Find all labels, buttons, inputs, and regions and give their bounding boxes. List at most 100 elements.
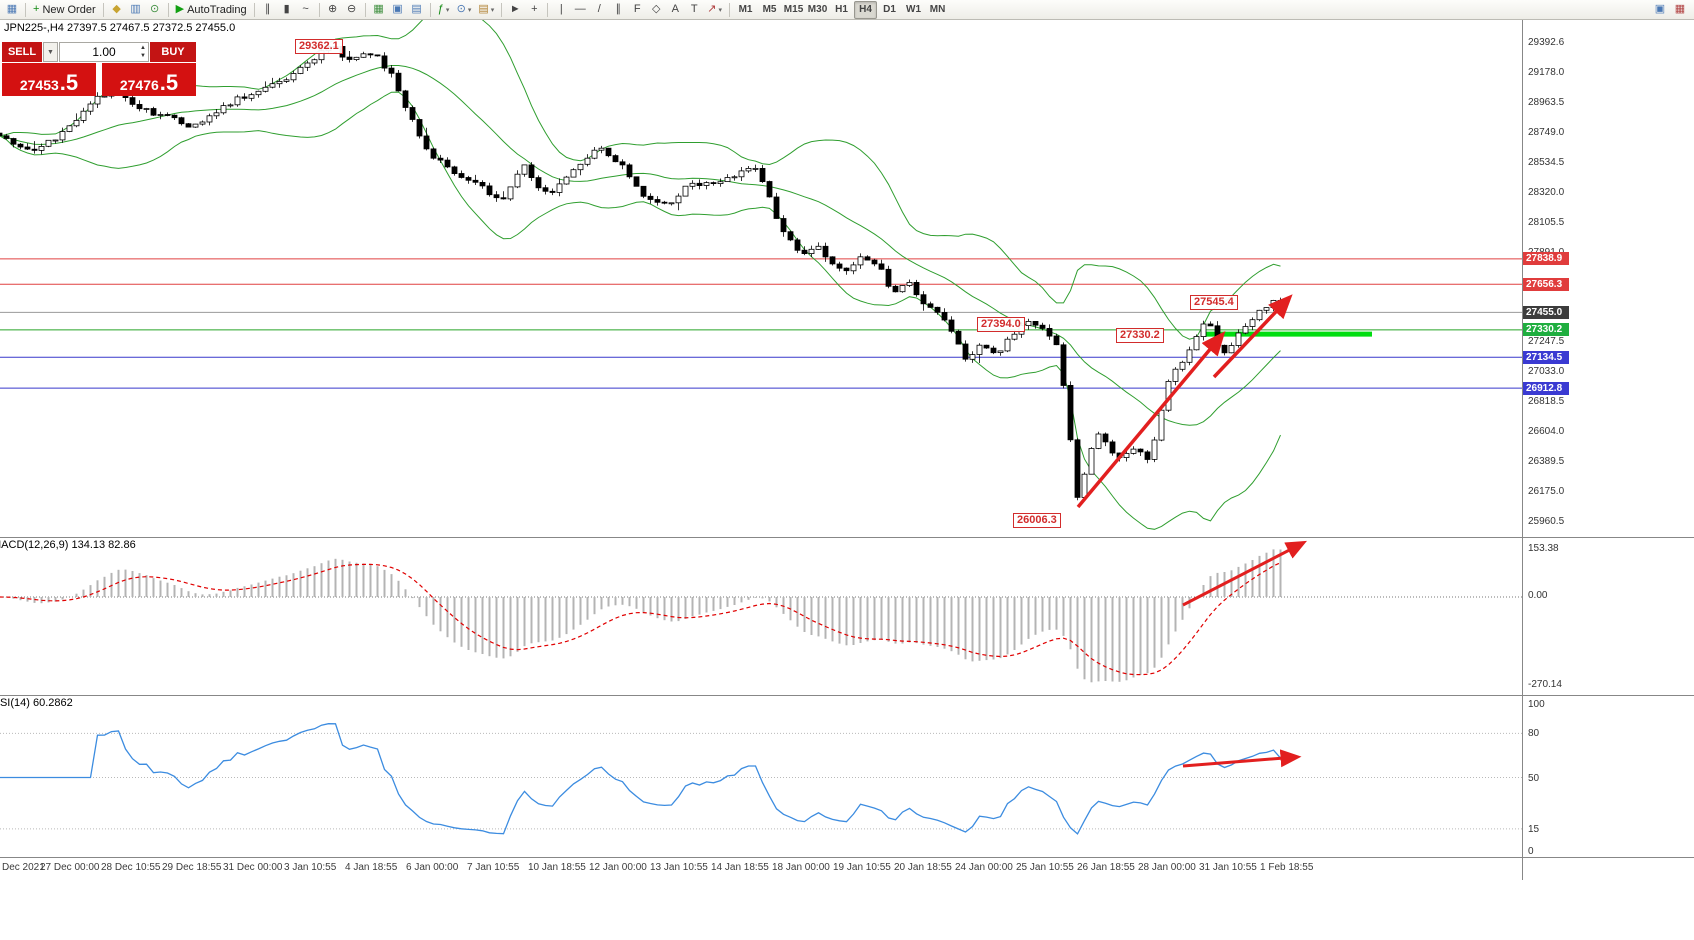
rsi-plot[interactable] [0,696,1694,857]
shapes-icon[interactable]: ◇ [647,1,665,19]
arrange-windows-icon[interactable]: ▤ [408,1,426,19]
trendline-icon: / [597,3,601,15]
new-order-button[interactable]: + New Order [30,1,99,19]
bar-chart-icon: ∥ [264,3,271,15]
shapes-icon: ◇ [652,3,661,15]
zoom-in-icon[interactable]: ⊕ [324,1,342,19]
buy-price-pips: .5 [159,70,179,96]
metaeditor-icon: ◆ [112,3,121,15]
sell-button[interactable]: SELL [2,42,42,62]
chevron-down-icon: ▼ [47,48,54,56]
fullscreen-icon: ▦ [1674,3,1686,15]
rsi-tick-label: 80 [1528,728,1540,740]
axis-separator [1522,696,1523,857]
timeframe-w1[interactable]: W1 [906,4,922,15]
trend-arrow [1212,294,1293,379]
horizontal-line-icon: — [574,3,586,15]
macd-tick-label: -270.14 [1528,679,1562,690]
trend-arrow [1182,540,1307,607]
time-axis[interactable]: Dec 2021 27 Dec 00:00 28 Dec 10:55 29 Dec 1… [0,858,1694,880]
main-chart-panel[interactable]: JPN225-,H4 27397.5 27467.5 27372.5 27455… [0,20,1694,538]
dropdown-arrow-icon[interactable]: ▾ [718,6,723,14]
sell-price-button[interactable]: 27453.5 [2,63,96,96]
axis-separator [1522,20,1523,537]
cursor-icon[interactable]: ► [506,1,524,19]
price-tick-label: 29178.0 [1528,66,1565,78]
auto-arrange-icon[interactable]: ▣ [389,1,407,19]
text-label-icon[interactable]: T [685,1,703,19]
timeframe-mn[interactable]: MN [929,4,946,15]
macd-label: MACD(12,26,9) 134.13 82.86 [0,539,136,551]
timeframe-m30[interactable]: M30 [807,4,828,15]
refresh-icon: ⊙ [150,3,160,15]
channel-icon: ∥ [615,3,622,15]
text-icon[interactable]: A [666,1,684,19]
docking-icon[interactable]: ▣ [1651,1,1669,19]
volume-up-icon[interactable]: ▲ [140,45,146,51]
candlestick-chart-icon[interactable]: ▮ [278,1,296,19]
metaeditor-icon[interactable]: ◆ [108,1,126,19]
timeframe-d1[interactable]: D1 [883,4,896,15]
price-chart[interactable] [0,20,1694,537]
time-axis-label: 29 Dec 18:55 [162,862,222,873]
time-axis-label: 7 Jan 10:55 [467,862,520,873]
indicators-icon[interactable]: ƒ ▾ [435,1,453,19]
dropdown-arrow-icon[interactable]: ▾ [467,6,472,14]
templates-icon[interactable]: ▤ ▾ [475,1,497,19]
timeframe-m5[interactable]: M5 [762,4,777,15]
vertical-line-icon[interactable]: | [552,1,570,19]
charts-grid-icon[interactable]: ▦ [3,1,21,19]
bollinger-bands [0,20,1281,530]
text-label-icon: T [690,3,698,15]
volume-preset-dropdown[interactable]: ▼ [43,42,58,62]
time-axis-label: 6 Jan 00:00 [406,862,459,873]
price-tick-label: 26604.0 [1528,426,1565,438]
volume-field[interactable]: 1.00 ▲ ▼ [59,42,149,62]
fullscreen-icon[interactable]: ▦ [1671,1,1689,19]
chart-ohlc-label: JPN225-,H4 27397.5 27467.5 27372.5 27455… [4,22,236,34]
volume-down-icon[interactable]: ▼ [140,53,146,59]
time-axis-label: 3 Jan 10:55 [284,862,337,873]
dropdown-arrow-icon[interactable]: ▾ [445,6,450,14]
macd-signal-line [0,562,1281,676]
axis-separator [1522,538,1523,695]
timeframe-h1[interactable]: H1 [835,4,848,15]
price-annotation: 26006.3 [1013,513,1061,528]
timeframe-m15[interactable]: M15 [783,4,804,15]
buy-button[interactable]: BUY [150,42,196,62]
macd-plot[interactable] [0,538,1694,695]
cursor-icon: ► [509,3,521,15]
refresh-icon[interactable]: ⊙ [146,1,164,19]
time-axis-label: Dec 2021 [2,862,45,873]
zoom-out-icon[interactable]: ⊖ [343,1,361,19]
buy-price-main: 27476 [119,76,159,93]
autotrading-button-label: AutoTrading [187,3,247,16]
trendline-icon[interactable]: / [590,1,608,19]
buy-price-button[interactable]: 27476.5 [102,63,196,96]
profiles-icon[interactable]: ▥ [127,1,145,19]
autotrading-button[interactable]: ▶ AutoTrading [173,1,250,19]
price-axis: 29392.6 29178.0 28963.5 28749.0 28534.5 28320… [1523,20,1694,537]
timeframe-m1[interactable]: M1 [738,4,753,15]
tile-windows-icon[interactable]: ▦ [370,1,388,19]
time-axis-label: 1 Feb 18:55 [1260,862,1314,873]
horizontal-line-icon[interactable]: — [571,1,589,19]
macd-panel[interactable]: MACD(12,26,9) 134.13 82.86 153.38 0.00 -27… [0,538,1694,696]
channel-icon[interactable]: ∥ [609,1,627,19]
bar-chart-icon[interactable]: ∥ [259,1,277,19]
timeframe-h4[interactable]: H4 [854,0,878,19]
support-line-marker: 26912.8 [1523,381,1569,395]
rsi-panel[interactable]: RSI(14) 60.2862 100 80 50 15 0 [0,696,1694,858]
rsi-tick-label: 100 [1528,699,1545,710]
time-axis-label: 25 Jan 10:55 [1016,862,1074,873]
price-annotation: 29362.1 [295,39,343,54]
price-tick-label: 29392.6 [1528,37,1565,48]
periods-icon[interactable]: ⊙ ▾ [454,1,475,19]
crosshair-icon[interactable]: + [525,1,543,19]
crosshair-icon: + [531,3,538,15]
dropdown-arrow-icon[interactable]: ▾ [490,6,495,14]
toolbar-separator [318,2,320,17]
fibonacci-icon[interactable]: F [628,1,646,19]
line-chart-icon[interactable]: ~ [297,1,315,19]
arrows-icon[interactable]: ↗ ▾ [704,1,725,19]
